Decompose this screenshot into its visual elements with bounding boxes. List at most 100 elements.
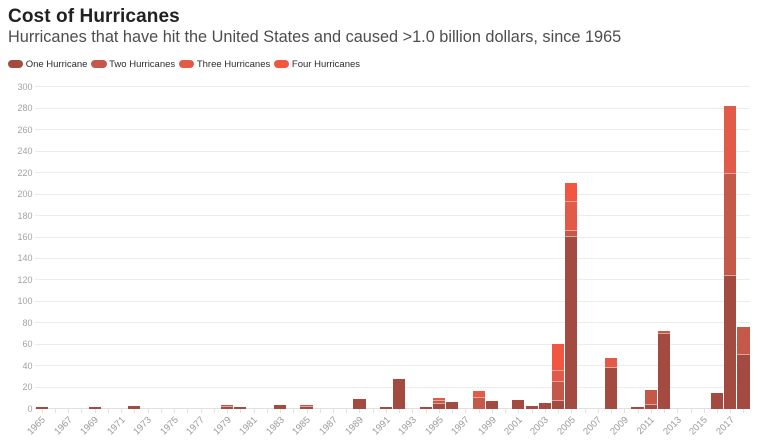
x-axis-tick-1985: [306, 409, 308, 413]
bar-1996[interactable]: [446, 402, 459, 409]
bar-segment-2017-two-hurricanes[interactable]: [724, 173, 737, 276]
bar-segment-1985-two-hurricanes[interactable]: [300, 405, 313, 408]
bar-segment-1992-one-hurricane[interactable]: [393, 379, 406, 409]
bar-1989[interactable]: [353, 398, 366, 409]
bar-segment-2008-one-hurricane[interactable]: [604, 368, 618, 409]
bar-segment-2004-two-hurricanes[interactable]: [552, 381, 565, 401]
bar-segment-2002-one-hurricane[interactable]: [525, 406, 538, 409]
bar-2005[interactable]: [565, 182, 578, 409]
x-axis-tick-1967: [68, 409, 70, 413]
bar-2004[interactable]: [552, 343, 565, 409]
legend-item-four-hurricanes[interactable]: Four Hurricanes: [274, 59, 360, 70]
legend-item-three-hurricanes[interactable]: Three Hurricanes: [179, 59, 270, 70]
bar-segment-1979-two-hurricanes[interactable]: [220, 404, 234, 407]
bar-1999[interactable]: [485, 401, 498, 409]
bar-segment-1994-one-hurricane[interactable]: [419, 406, 432, 409]
bar-segment-2010-one-hurricane[interactable]: [631, 407, 644, 409]
x-axis-tick-1997: [465, 409, 467, 413]
grid-line-220: [35, 172, 751, 174]
bar-segment-1996-one-hurricane[interactable]: [446, 402, 459, 409]
bar-segment-2005-two-hurricanes[interactable]: [565, 231, 578, 237]
x-axis-tick-1970: [107, 409, 109, 413]
bar-segment-2016-one-hurricane[interactable]: [710, 393, 724, 409]
bar-1969[interactable]: [88, 406, 101, 409]
bar-1994[interactable]: [419, 406, 432, 409]
bar-segment-1995-three-hurricanes[interactable]: [432, 397, 446, 401]
bar-segment-1998-two-hurricanes[interactable]: [472, 398, 485, 409]
bar-1998[interactable]: [472, 391, 485, 409]
x-axis-tick-2011: [650, 409, 652, 413]
bar-segment-2005-three-hurricanes[interactable]: [565, 202, 578, 232]
bar-segment-2012-one-hurricane[interactable]: [657, 334, 671, 409]
bar-segment-1995-one-hurricane[interactable]: [432, 403, 446, 409]
bar-segment-2012-two-hurricanes[interactable]: [657, 331, 671, 335]
bar-segment-2003-one-hurricane[interactable]: [538, 403, 551, 409]
y-axis-label-220: 220: [17, 167, 33, 178]
bar-segment-2001-one-hurricane[interactable]: [512, 399, 525, 409]
bar-1995[interactable]: [432, 397, 446, 409]
legend-item-one-hurricane[interactable]: One Hurricane: [8, 59, 87, 70]
bar-2001[interactable]: [512, 399, 525, 409]
grid-line-0: [35, 408, 751, 410]
bar-segment-1972-one-hurricane[interactable]: [128, 406, 141, 409]
bar-segment-1998-three-hurricanes[interactable]: [472, 391, 485, 399]
x-axis-tick-2008: [611, 409, 613, 413]
bar-1972[interactable]: [128, 406, 141, 409]
x-axis-tick-2015: [703, 409, 705, 413]
bar-segment-1999-one-hurricane[interactable]: [485, 401, 498, 409]
bar-segment-2004-three-hurricanes[interactable]: [552, 371, 565, 382]
bar-1965[interactable]: [35, 407, 48, 409]
x-axis-tick-1969: [94, 409, 96, 413]
bar-segment-2018-one-hurricane[interactable]: [737, 355, 750, 409]
bar-segment-1991-one-hurricane[interactable]: [379, 406, 393, 409]
bar-segment-1985-one-hurricane[interactable]: [300, 407, 313, 409]
x-axis-tick-2013: [677, 409, 679, 413]
bar-segment-1965-one-hurricane[interactable]: [35, 407, 48, 409]
x-axis-tick-1965: [41, 409, 43, 413]
bar-2012[interactable]: [657, 331, 671, 409]
bar-2011[interactable]: [644, 390, 657, 409]
bar-segment-1983-one-hurricane[interactable]: [273, 405, 287, 409]
x-axis-tick-2018: [743, 409, 745, 413]
x-axis-tick-1975: [174, 409, 176, 413]
y-axis-label-200: 200: [17, 189, 33, 200]
bar-1979[interactable]: [220, 404, 234, 409]
y-axis-label-60: 60: [22, 339, 33, 350]
bar-2017[interactable]: [724, 105, 737, 409]
bar-segment-2017-three-hurricanes[interactable]: [724, 105, 737, 174]
bar-segment-2011-one-hurricane[interactable]: [644, 405, 657, 409]
bar-1985[interactable]: [300, 405, 313, 409]
bar-1992[interactable]: [393, 379, 406, 409]
grid-line-160: [35, 236, 751, 238]
bar-2010[interactable]: [631, 407, 644, 409]
bar-segment-2017-one-hurricane[interactable]: [724, 275, 737, 409]
x-axis-tick-1982: [266, 409, 268, 413]
x-axis-tick-1995: [438, 409, 440, 413]
bar-1980[interactable]: [234, 407, 247, 409]
grid-line-260: [35, 129, 751, 131]
bar-segment-1969-one-hurricane[interactable]: [88, 406, 101, 409]
y-axis-label-300: 300: [17, 81, 33, 92]
bar-2018[interactable]: [737, 327, 750, 409]
bar-segment-1989-one-hurricane[interactable]: [353, 398, 366, 409]
bar-segment-2008-three-hurricanes[interactable]: [604, 358, 618, 369]
legend-item-two-hurricanes[interactable]: Two Hurricanes: [91, 59, 175, 70]
bar-segment-1979-one-hurricane[interactable]: [220, 406, 234, 409]
bar-segment-2018-two-hurricanes[interactable]: [737, 327, 750, 356]
bar-segment-2011-two-hurricanes[interactable]: [644, 390, 657, 406]
bar-segment-2004-four-hurricanes[interactable]: [552, 343, 565, 372]
bar-segment-1995-two-hurricanes[interactable]: [432, 400, 446, 404]
bar-2003[interactable]: [538, 403, 551, 409]
bar-segment-1980-one-hurricane[interactable]: [234, 407, 247, 409]
bar-2016[interactable]: [710, 393, 724, 409]
bar-2002[interactable]: [525, 406, 538, 409]
bar-segment-2005-four-hurricanes[interactable]: [565, 182, 578, 203]
x-axis-tick-2016: [716, 409, 718, 413]
bar-1983[interactable]: [273, 405, 287, 409]
bar-segment-2005-one-hurricane[interactable]: [565, 236, 578, 409]
bar-1991[interactable]: [379, 406, 393, 409]
bar-2008[interactable]: [604, 358, 618, 409]
x-axis-tick-1999: [491, 409, 493, 413]
bar-segment-2004-one-hurricane[interactable]: [552, 400, 565, 409]
x-axis-tick-2009: [624, 409, 626, 413]
